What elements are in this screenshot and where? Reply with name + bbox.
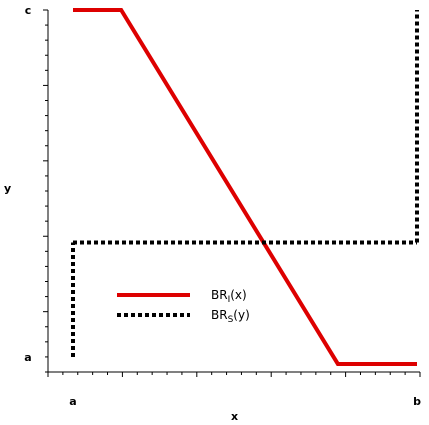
series-1-line (73, 8, 417, 366)
x-tick-label: b (413, 395, 421, 408)
labels: y x a b a c (4, 4, 421, 423)
legend-label-2: BRS(y) (211, 308, 250, 325)
y-tick-label: c (25, 4, 32, 17)
x-tick-label: a (69, 395, 76, 408)
legend-label-1: BRI(x) (211, 288, 247, 305)
y-tick-label: a (24, 351, 31, 364)
x-axis-label: x (231, 410, 238, 423)
series-layer (71, 8, 419, 366)
axes (43, 9, 421, 377)
y-axis-label: y (4, 182, 11, 195)
legend: BRI(x) BRS(y) (117, 288, 250, 325)
